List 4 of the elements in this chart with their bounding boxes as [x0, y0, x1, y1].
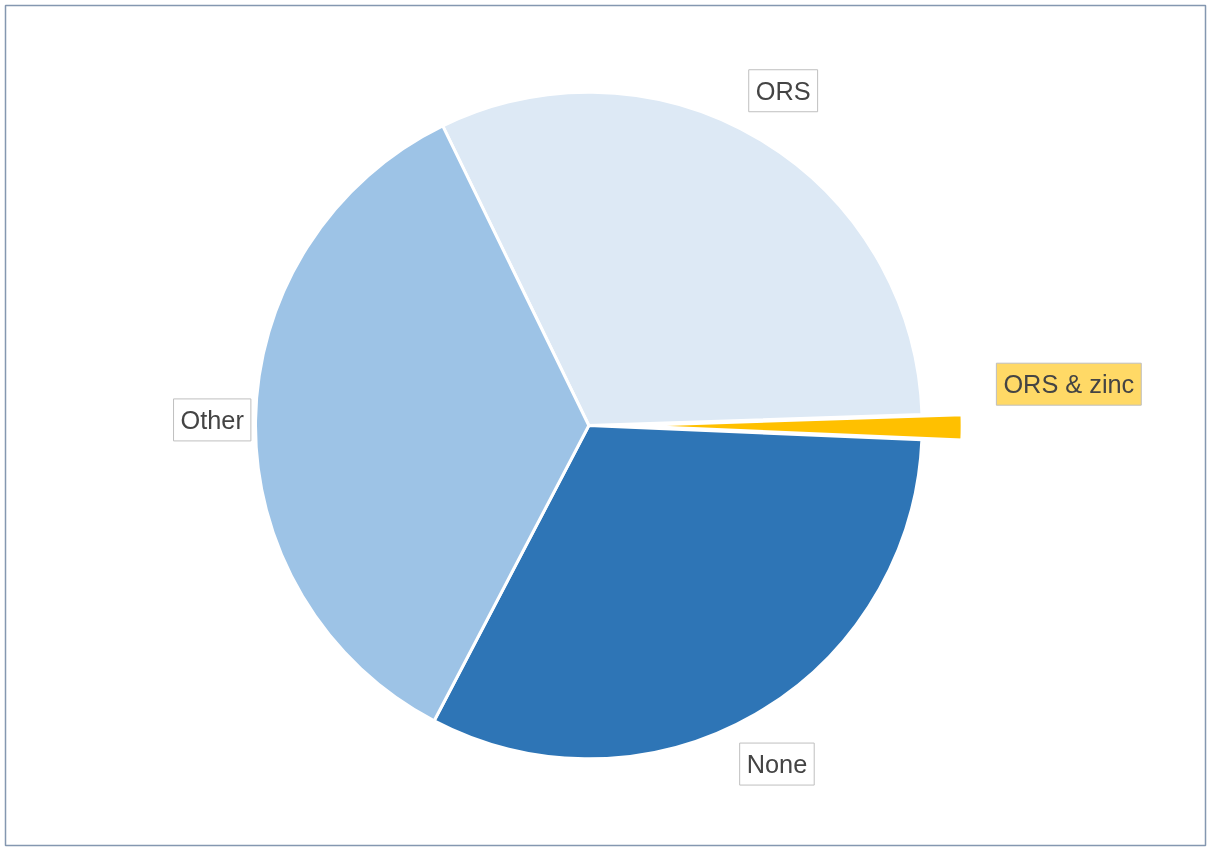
slice-label: ORS & zinc: [1003, 370, 1135, 399]
slice-label: Other: [180, 405, 245, 434]
slice-label: ORS: [755, 76, 811, 105]
slice-label: None: [746, 750, 808, 779]
